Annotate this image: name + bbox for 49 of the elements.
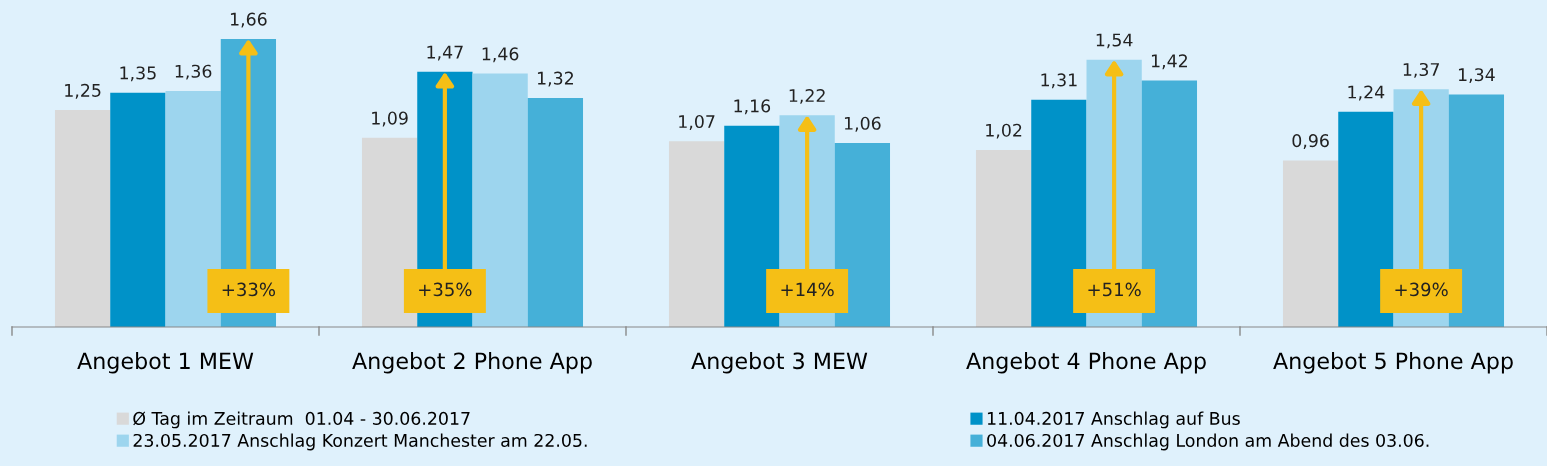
bar <box>834 143 891 327</box>
x-tick-label: Angebot 2 Phone App <box>352 352 592 374</box>
annotation: +39% <box>1395 282 1448 297</box>
bar <box>527 97 584 327</box>
data-label: 1,47 <box>427 45 463 61</box>
data-label: 0,96 <box>1292 134 1329 149</box>
data-label: 1,32 <box>537 71 573 87</box>
bar <box>1031 99 1087 327</box>
data-label: 1,02 <box>986 123 1022 139</box>
annotation: +14% <box>781 282 834 297</box>
annotation: +33% <box>222 282 276 297</box>
bar <box>472 73 528 327</box>
legend-label: Ø Tag im Zeitraum 01.04 - 30.06.2017 <box>133 411 470 429</box>
x-tick-label: Angebot 5 Phone App <box>1273 352 1513 374</box>
bar <box>1448 94 1505 327</box>
legend-label: 23.05.2017 Anschlag Konzert Manchester am 22.05. <box>133 433 587 451</box>
data-label: 1,37 <box>1403 62 1439 78</box>
annotation: +51% <box>1088 282 1141 297</box>
data-label: 1,66 <box>230 12 267 28</box>
data-label: 1,25 <box>65 83 101 99</box>
bar <box>668 141 725 327</box>
x-tick-label: Angebot 4 Phone App <box>966 352 1206 374</box>
data-label: 1,42 <box>1151 54 1187 70</box>
bar <box>110 92 166 327</box>
data-label: 1,16 <box>734 99 771 115</box>
annotation: +35% <box>419 282 472 297</box>
data-label: 1,07 <box>679 114 715 130</box>
data-label: 1,46 <box>482 47 519 63</box>
bar <box>361 137 418 327</box>
bar <box>1338 111 1394 327</box>
bar <box>165 90 221 327</box>
bar <box>975 149 1032 327</box>
legend-label: 04.06.2017 Anschlag London am Abend des 03.06. <box>987 433 1429 451</box>
x-tick-label: Angebot 1 MEW <box>77 352 254 374</box>
bar <box>724 125 780 327</box>
data-label: 1,09 <box>372 111 408 127</box>
data-label: 1,06 <box>844 116 881 132</box>
data-label: 1,24 <box>1348 85 1385 101</box>
data-label: 1,35 <box>120 66 156 82</box>
bar <box>1141 80 1198 327</box>
legend-label: 11.04.2017 Anschlag auf Bus <box>987 411 1240 429</box>
data-label: 1,31 <box>1041 73 1077 89</box>
data-label: 1,36 <box>175 64 212 80</box>
x-tick-label: Angebot 3 MEW <box>691 352 868 374</box>
bar <box>54 110 111 327</box>
bar <box>1282 160 1339 327</box>
data-label: 1,22 <box>789 88 825 104</box>
data-label: 1,34 <box>1458 68 1495 84</box>
data-label: 1,54 <box>1096 33 1133 49</box>
